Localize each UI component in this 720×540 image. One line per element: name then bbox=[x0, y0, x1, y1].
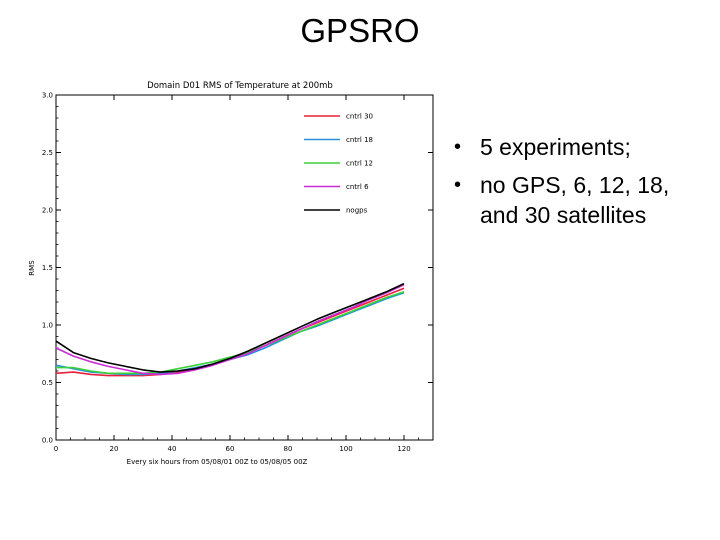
bullet-text: 5 experiments; bbox=[480, 134, 631, 160]
series-line-cntrl-6 bbox=[55, 284, 405, 376]
x-tick-label: 60 bbox=[226, 445, 235, 453]
legend-label: cntrl 18 bbox=[346, 136, 373, 144]
x-tick-label: 120 bbox=[397, 445, 410, 453]
y-tick-label: 2.0 bbox=[42, 207, 53, 215]
slide-title: GPSRO bbox=[300, 12, 420, 49]
x-tick-label: 80 bbox=[284, 445, 293, 453]
chart-title: Domain D01 RMS of Temperature at 200mb bbox=[147, 81, 333, 91]
y-tick-label: 0.5 bbox=[42, 379, 53, 387]
legend-label: cntrl 12 bbox=[346, 160, 373, 168]
legend-label: cntrl 6 bbox=[346, 183, 369, 191]
bullet-item: • no GPS, 6, 12, 18, and 30 satellites bbox=[452, 170, 707, 230]
legend-label: cntrl 30 bbox=[346, 113, 373, 121]
y-tick-label: 1.5 bbox=[42, 264, 53, 272]
bullet-dot-icon: • bbox=[454, 136, 462, 158]
rms-temperature-chart: Domain D01 RMS of Temperature at 200mb 0… bbox=[28, 81, 434, 466]
y-tick-label: 0.0 bbox=[42, 437, 53, 445]
series-line-nogps bbox=[55, 282, 405, 373]
y-tick-label: 1.0 bbox=[42, 322, 53, 330]
x-tick-label: 40 bbox=[168, 445, 177, 453]
x-axis-label: Every six hours from 05/08/01 00Z to 05/… bbox=[127, 458, 308, 466]
legend-label: nogps bbox=[346, 207, 368, 215]
x-tick-label: 20 bbox=[110, 445, 119, 453]
bullet-dot-icon: • bbox=[454, 174, 462, 196]
series-line-cntrl-12 bbox=[56, 290, 405, 375]
bullet-text: no GPS, 6, 12, 18, and 30 satellites bbox=[480, 172, 670, 228]
y-axis-label: RMS bbox=[28, 260, 36, 276]
chart-legend: cntrl 30 cntrl 18 cntrl 12 cntrl 6 nogps bbox=[304, 113, 373, 215]
x-tick-label: 0 bbox=[54, 445, 58, 453]
plot-frame bbox=[55, 94, 434, 441]
x-tick-label: 100 bbox=[339, 445, 352, 453]
y-tick-label: 3.0 bbox=[42, 92, 53, 100]
y-tick-label: 2.5 bbox=[42, 149, 53, 157]
y-axis: 0.0 0.5 1.0 1.5 2.0 2.5 3.0 bbox=[42, 92, 433, 445]
bullet-list: • 5 experiments; • no GPS, 6, 12, 18, an… bbox=[452, 132, 707, 238]
bullet-item: • 5 experiments; bbox=[452, 132, 707, 162]
x-axis: 0 20 40 60 80 100 120 bbox=[54, 95, 419, 453]
series-lines bbox=[55, 282, 405, 377]
